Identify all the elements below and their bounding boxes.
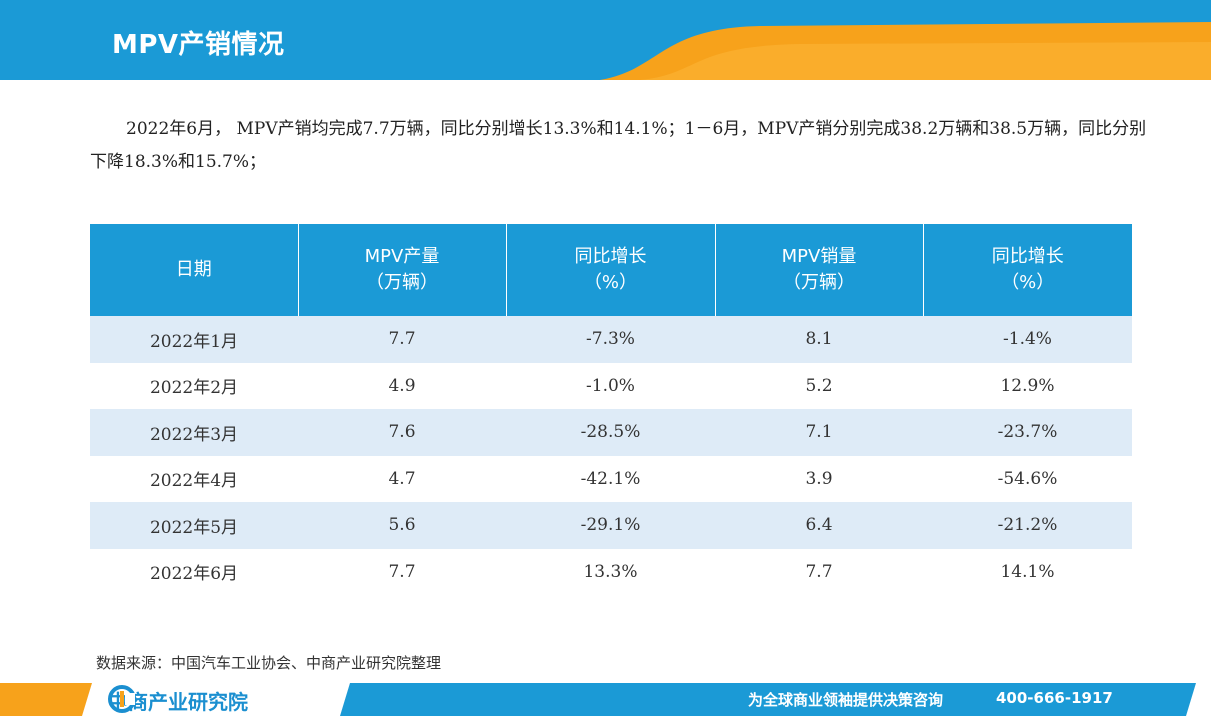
column-header-sales-yoy: 同比增长 （%） (923, 224, 1132, 316)
table-row: 2022年4月 4.7 -42.1% 3.9 -54.6% (90, 456, 1132, 503)
cell-date: 2022年1月 (90, 316, 298, 363)
cell-sales: 8.1 (715, 316, 923, 363)
cell-production: 7.7 (388, 561, 416, 582)
table-row: 2022年5月 5.6 -29.1% 6.4 -21.2% (90, 502, 1132, 549)
cell-sales-yoy: 14.1% (1000, 561, 1055, 582)
cell-date: 2022年5月 (90, 502, 298, 549)
cell-date: 2022年6月 (149, 564, 239, 585)
cell-production-yoy: -42.1% (580, 468, 641, 489)
footer-slogan: 为全球商业领袖提供决策咨询 (748, 691, 944, 709)
column-header-sales: MPV销量 （万辆） (715, 224, 924, 316)
cell-date: 2022年4月 (149, 471, 239, 492)
cell-sales-yoy: -54.6% (997, 468, 1058, 489)
cell-production-yoy: -28.5% (506, 409, 715, 456)
cell-production: 4.7 (388, 468, 416, 489)
footer-banner: 中商产业研究院 为全球商业领袖提供决策咨询 400-666-1917 (0, 683, 1211, 716)
cell-production: 5.6 (298, 502, 506, 549)
cell-sales: 3.9 (805, 468, 833, 489)
cell-sales: 6.4 (715, 502, 923, 549)
table-row: 2022年1月 7.7 -7.3% 8.1 -1.4% (90, 316, 1132, 363)
cell-sales-yoy: 12.9% (1000, 375, 1055, 396)
data-source-note: 数据来源：中国汽车工业协会、中商产业研究院整理 (96, 654, 442, 672)
footer-shape (0, 683, 1196, 716)
cell-production-yoy: -29.1% (506, 502, 715, 549)
column-header-production: MPV产量 （万辆） (298, 224, 507, 316)
company-logo-icon (108, 685, 136, 713)
data-table-container: 日期 MPV产量 （万辆） 同比增长 （%） MPV销量 （万辆） 同比增长 （… (90, 224, 1132, 595)
column-header-date: 日期 (90, 224, 299, 316)
column-header-production-yoy: 同比增长 （%） (506, 224, 716, 316)
cell-sales-yoy: -23.7% (923, 409, 1132, 456)
cell-sales: 7.1 (715, 409, 923, 456)
cell-sales: 5.2 (805, 375, 833, 396)
intro-paragraph: 2022年6月， MPV产销均完成7.7万辆，同比分别增长13.3%和14.1%… (90, 119, 1147, 172)
cell-sales: 7.7 (805, 561, 833, 582)
page-title: MPV产销情况 (112, 30, 285, 60)
header-banner: MPV产销情况 (0, 0, 1211, 80)
header-shape (0, 0, 1211, 80)
table-row: 2022年3月 7.6 -28.5% 7.1 -23.7% (90, 409, 1132, 456)
table-row: 2022年6月 7.7 13.3% 7.7 14.1% (90, 549, 1132, 596)
cell-date: 2022年2月 (149, 378, 239, 399)
table-header-row: 日期 MPV产量 （万辆） 同比增长 （%） MPV销量 （万辆） 同比增长 （… (90, 224, 1132, 316)
cell-date: 2022年3月 (90, 409, 298, 456)
cell-production-yoy: -7.3% (506, 316, 715, 363)
footer-logo: 中商产业研究院 (108, 685, 248, 715)
cell-production-yoy: -1.0% (586, 375, 635, 396)
table-row: 2022年2月 4.9 -1.0% 5.2 12.9% (90, 363, 1132, 410)
cell-sales-yoy: -1.4% (923, 316, 1132, 363)
cell-production: 7.7 (298, 316, 506, 363)
cell-sales-yoy: -21.2% (923, 502, 1132, 549)
cell-production: 7.6 (298, 409, 506, 456)
cell-production: 4.9 (388, 375, 416, 396)
footer-phone: 400-666-1917 (996, 689, 1113, 707)
cell-production-yoy: 13.3% (583, 561, 638, 582)
mpv-data-table: 日期 MPV产量 （万辆） 同比增长 （%） MPV销量 （万辆） 同比增长 （… (90, 224, 1132, 595)
